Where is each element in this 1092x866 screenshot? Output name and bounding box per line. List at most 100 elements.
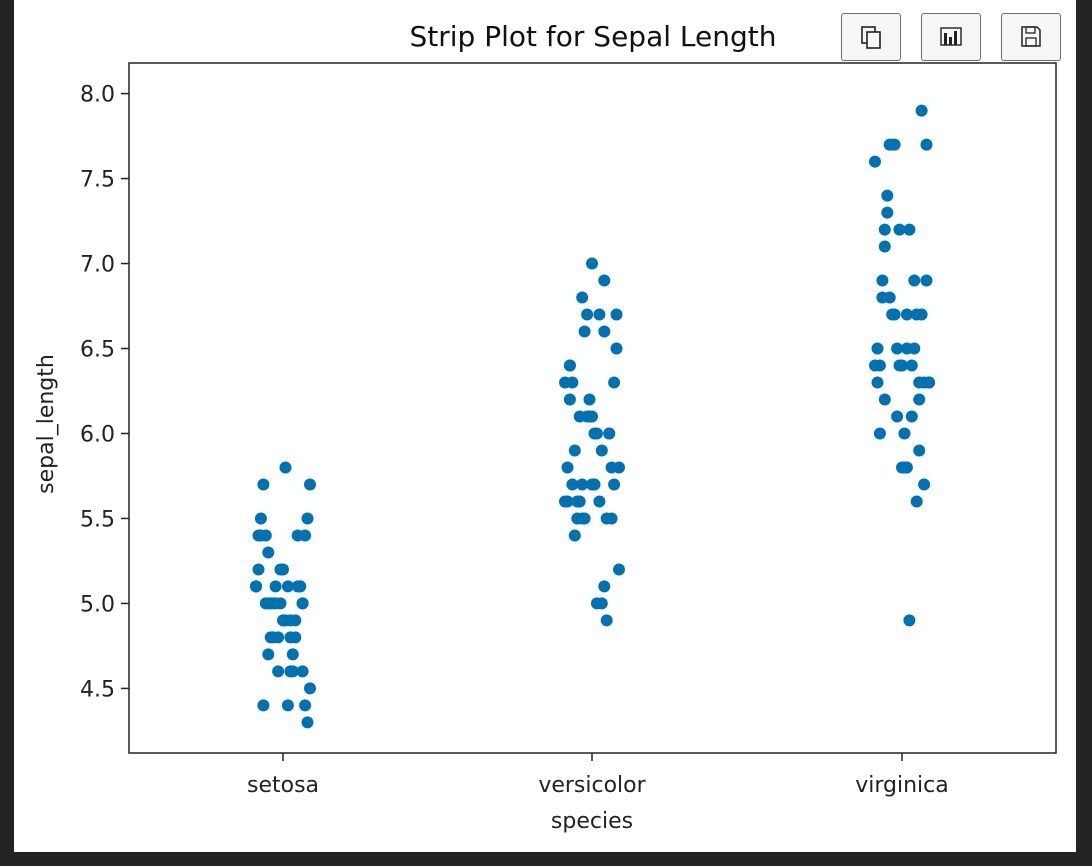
data-point-virginica	[873, 427, 886, 440]
data-point-virginica	[888, 308, 901, 321]
data-point-virginica	[881, 189, 894, 202]
data-point-versicolor	[605, 512, 618, 525]
data-point-versicolor	[583, 393, 596, 406]
data-point-virginica	[908, 274, 921, 287]
data-point-versicolor	[586, 478, 598, 491]
data-point-virginica	[923, 376, 935, 389]
data-point-versicolor	[590, 427, 603, 440]
y-tick-label: 5.5	[80, 507, 115, 532]
data-point-virginica	[878, 223, 891, 236]
y-tick-label: 6.0	[80, 422, 115, 447]
bar-chart-icon	[938, 24, 964, 50]
data-point-setosa	[286, 648, 299, 661]
data-point-virginica	[871, 376, 884, 389]
data-point-setosa	[279, 461, 292, 474]
x-axis-label: species	[551, 809, 633, 834]
data-point-setosa	[272, 631, 285, 644]
x-tick-label-versicolor: versicolor	[538, 773, 646, 798]
data-point-virginica	[900, 342, 913, 355]
data-point-setosa	[257, 699, 270, 712]
y-tick-label: 8.0	[80, 83, 115, 108]
data-point-versicolor	[603, 427, 616, 440]
data-point-setosa	[252, 563, 265, 576]
data-point-versicolor	[583, 410, 596, 423]
data-point-setosa	[262, 546, 275, 559]
data-point-virginica	[903, 614, 916, 627]
x-tick-label-virginica: virginica	[855, 773, 949, 798]
floppy-disk-icon	[1018, 24, 1044, 50]
data-point-versicolor	[576, 478, 589, 491]
data-point-versicolor	[593, 308, 606, 321]
chart-title: Strip Plot for Sepal Length	[410, 20, 777, 53]
data-point-setosa	[262, 648, 275, 661]
data-point-setosa	[269, 580, 282, 593]
data-point-virginica	[898, 427, 911, 440]
data-point-setosa	[301, 716, 314, 729]
chart-button[interactable]	[921, 13, 981, 61]
data-point-versicolor	[586, 257, 598, 270]
data-point-virginica	[878, 393, 891, 406]
data-point-versicolor	[598, 274, 611, 287]
data-point-virginica	[905, 410, 918, 423]
data-point-versicolor	[598, 325, 611, 338]
data-point-virginica	[915, 104, 928, 117]
data-point-versicolor	[593, 495, 606, 508]
data-point-virginica	[871, 342, 884, 355]
data-point-setosa	[289, 614, 302, 627]
data-point-setosa	[277, 563, 289, 576]
data-point-setosa	[284, 631, 297, 644]
data-point-virginica	[905, 359, 918, 372]
y-axis-label: sepal_length	[34, 354, 59, 494]
data-point-versicolor	[573, 495, 586, 508]
data-point-virginica	[920, 138, 933, 151]
data-point-versicolor	[600, 614, 613, 627]
copy-icon	[858, 24, 884, 50]
data-point-virginica	[878, 240, 891, 253]
data-point-versicolor	[578, 325, 591, 338]
data-point-versicolor	[566, 478, 579, 491]
data-point-versicolor	[613, 461, 625, 474]
data-point-versicolor	[573, 410, 586, 423]
y-tick-label: 7.5	[80, 168, 115, 193]
save-button[interactable]	[1001, 13, 1061, 61]
data-point-virginica	[910, 308, 923, 321]
data-point-virginica	[891, 410, 904, 423]
data-point-versicolor	[561, 495, 574, 508]
data-point-virginica	[881, 206, 894, 219]
data-point-setosa	[299, 699, 312, 712]
data-point-setosa	[304, 682, 316, 695]
data-point-versicolor	[568, 444, 581, 457]
data-point-versicolor	[598, 580, 611, 593]
data-point-versicolor	[571, 512, 584, 525]
data-point-setosa	[301, 512, 314, 525]
data-point-versicolor	[595, 444, 608, 457]
data-point-setosa	[304, 478, 316, 491]
data-point-versicolor	[608, 376, 621, 389]
data-point-virginica	[876, 274, 889, 287]
data-point-virginica	[883, 138, 896, 151]
data-point-virginica	[910, 495, 923, 508]
data-point-setosa	[259, 529, 272, 542]
data-point-setosa	[284, 665, 297, 678]
data-point-virginica	[869, 359, 881, 372]
copy-button[interactable]	[841, 13, 901, 61]
data-point-setosa	[250, 580, 262, 593]
y-tick-label: 7.0	[80, 253, 115, 278]
data-point-versicolor	[581, 308, 594, 321]
data-point-versicolor	[595, 597, 608, 610]
data-point-setosa	[281, 699, 294, 712]
data-point-versicolor	[559, 376, 571, 389]
data-point-versicolor	[576, 291, 589, 304]
data-point-versicolor	[610, 342, 623, 355]
y-tick-label: 5.0	[80, 592, 115, 617]
data-point-versicolor	[563, 359, 576, 372]
data-point-virginica	[900, 308, 913, 321]
data-point-virginica	[896, 359, 908, 372]
data-point-setosa	[272, 665, 285, 678]
data-point-virginica	[869, 155, 881, 168]
data-point-virginica	[903, 223, 916, 236]
data-points	[250, 104, 935, 729]
data-point-setosa	[254, 512, 267, 525]
data-point-versicolor	[568, 529, 581, 542]
